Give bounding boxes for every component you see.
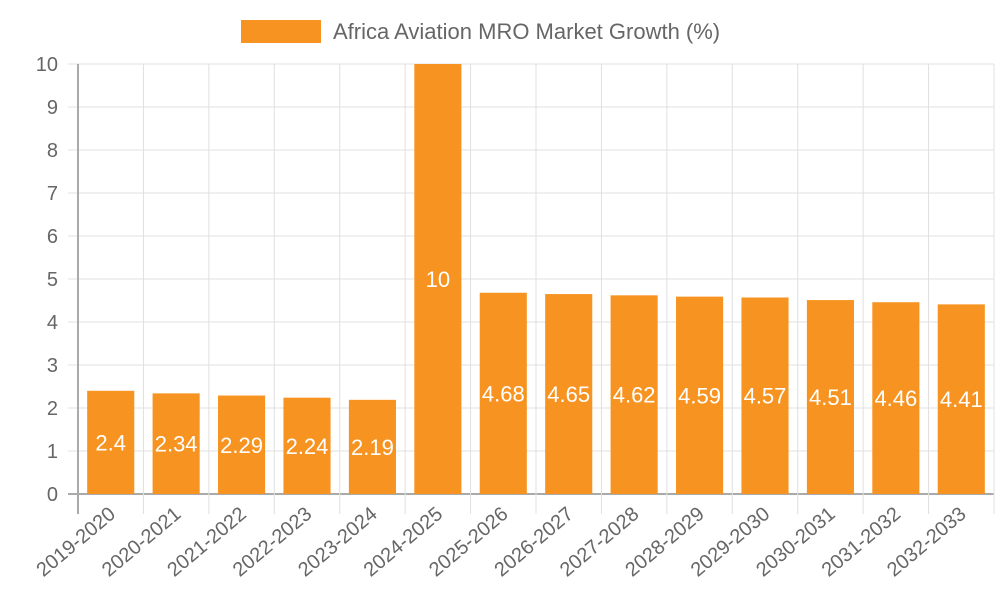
bar[interactable] (741, 297, 789, 494)
legend-label: Africa Aviation MRO Market Growth (%) (333, 19, 720, 44)
y-tick-label: 3 (47, 355, 58, 377)
y-axis: 0 1 2 3 4 5 6 7 8 9 10 (36, 54, 58, 506)
data-labels: 2.4 2.34 2.29 2.24 2.19 10 4.68 4.65 4.62 4.59 4.5… (95, 267, 982, 460)
y-tick-label: 9 (47, 97, 58, 119)
bar[interactable] (414, 64, 462, 494)
bar[interactable] (87, 390, 135, 494)
bar[interactable] (676, 296, 724, 494)
bar-value-label: 2.34 (155, 432, 198, 457)
bar[interactable] (152, 393, 200, 494)
y-tick-label: 4 (47, 312, 58, 334)
bar-value-label: 4.68 (482, 381, 525, 406)
legend-swatch (241, 20, 321, 43)
bar[interactable] (479, 292, 527, 494)
bar-value-label: 2.24 (286, 434, 329, 459)
y-tick-label: 8 (47, 140, 58, 162)
bar[interactable] (937, 304, 985, 494)
bar[interactable] (348, 399, 396, 494)
y-tick-label: 0 (47, 484, 58, 506)
bar[interactable] (806, 300, 854, 494)
bar-value-label: 4.41 (940, 387, 983, 412)
y-tick-label: 5 (47, 269, 58, 291)
bar-value-label: 2.19 (351, 435, 394, 460)
bar-value-label: 10 (426, 267, 450, 292)
bar[interactable] (610, 295, 658, 494)
legend[interactable]: Africa Aviation MRO Market Growth (%) (241, 19, 720, 44)
bar-value-label: 4.51 (809, 385, 852, 410)
bars (87, 64, 985, 494)
gridlines (68, 63, 995, 514)
y-tick-label: 10 (36, 54, 58, 76)
bar[interactable] (218, 395, 266, 494)
y-tick-label: 2 (47, 398, 58, 420)
bar[interactable] (283, 397, 331, 494)
bar[interactable] (872, 302, 920, 494)
bar-value-label: 4.57 (744, 384, 787, 409)
bar-value-label: 2.29 (220, 433, 263, 458)
bar[interactable] (545, 294, 593, 494)
bar-value-label: 4.59 (678, 383, 721, 408)
y-tick-label: 1 (47, 441, 58, 463)
bar-value-label: 4.46 (874, 386, 917, 411)
y-tick-label: 7 (47, 183, 58, 205)
bar-value-label: 2.4 (95, 430, 126, 455)
y-tick-label: 6 (47, 226, 58, 248)
bar-value-label: 4.65 (547, 382, 590, 407)
bar-value-label: 4.62 (613, 383, 656, 408)
x-axis: 2019-20202020-20212021-20222022-20232023… (33, 503, 971, 581)
